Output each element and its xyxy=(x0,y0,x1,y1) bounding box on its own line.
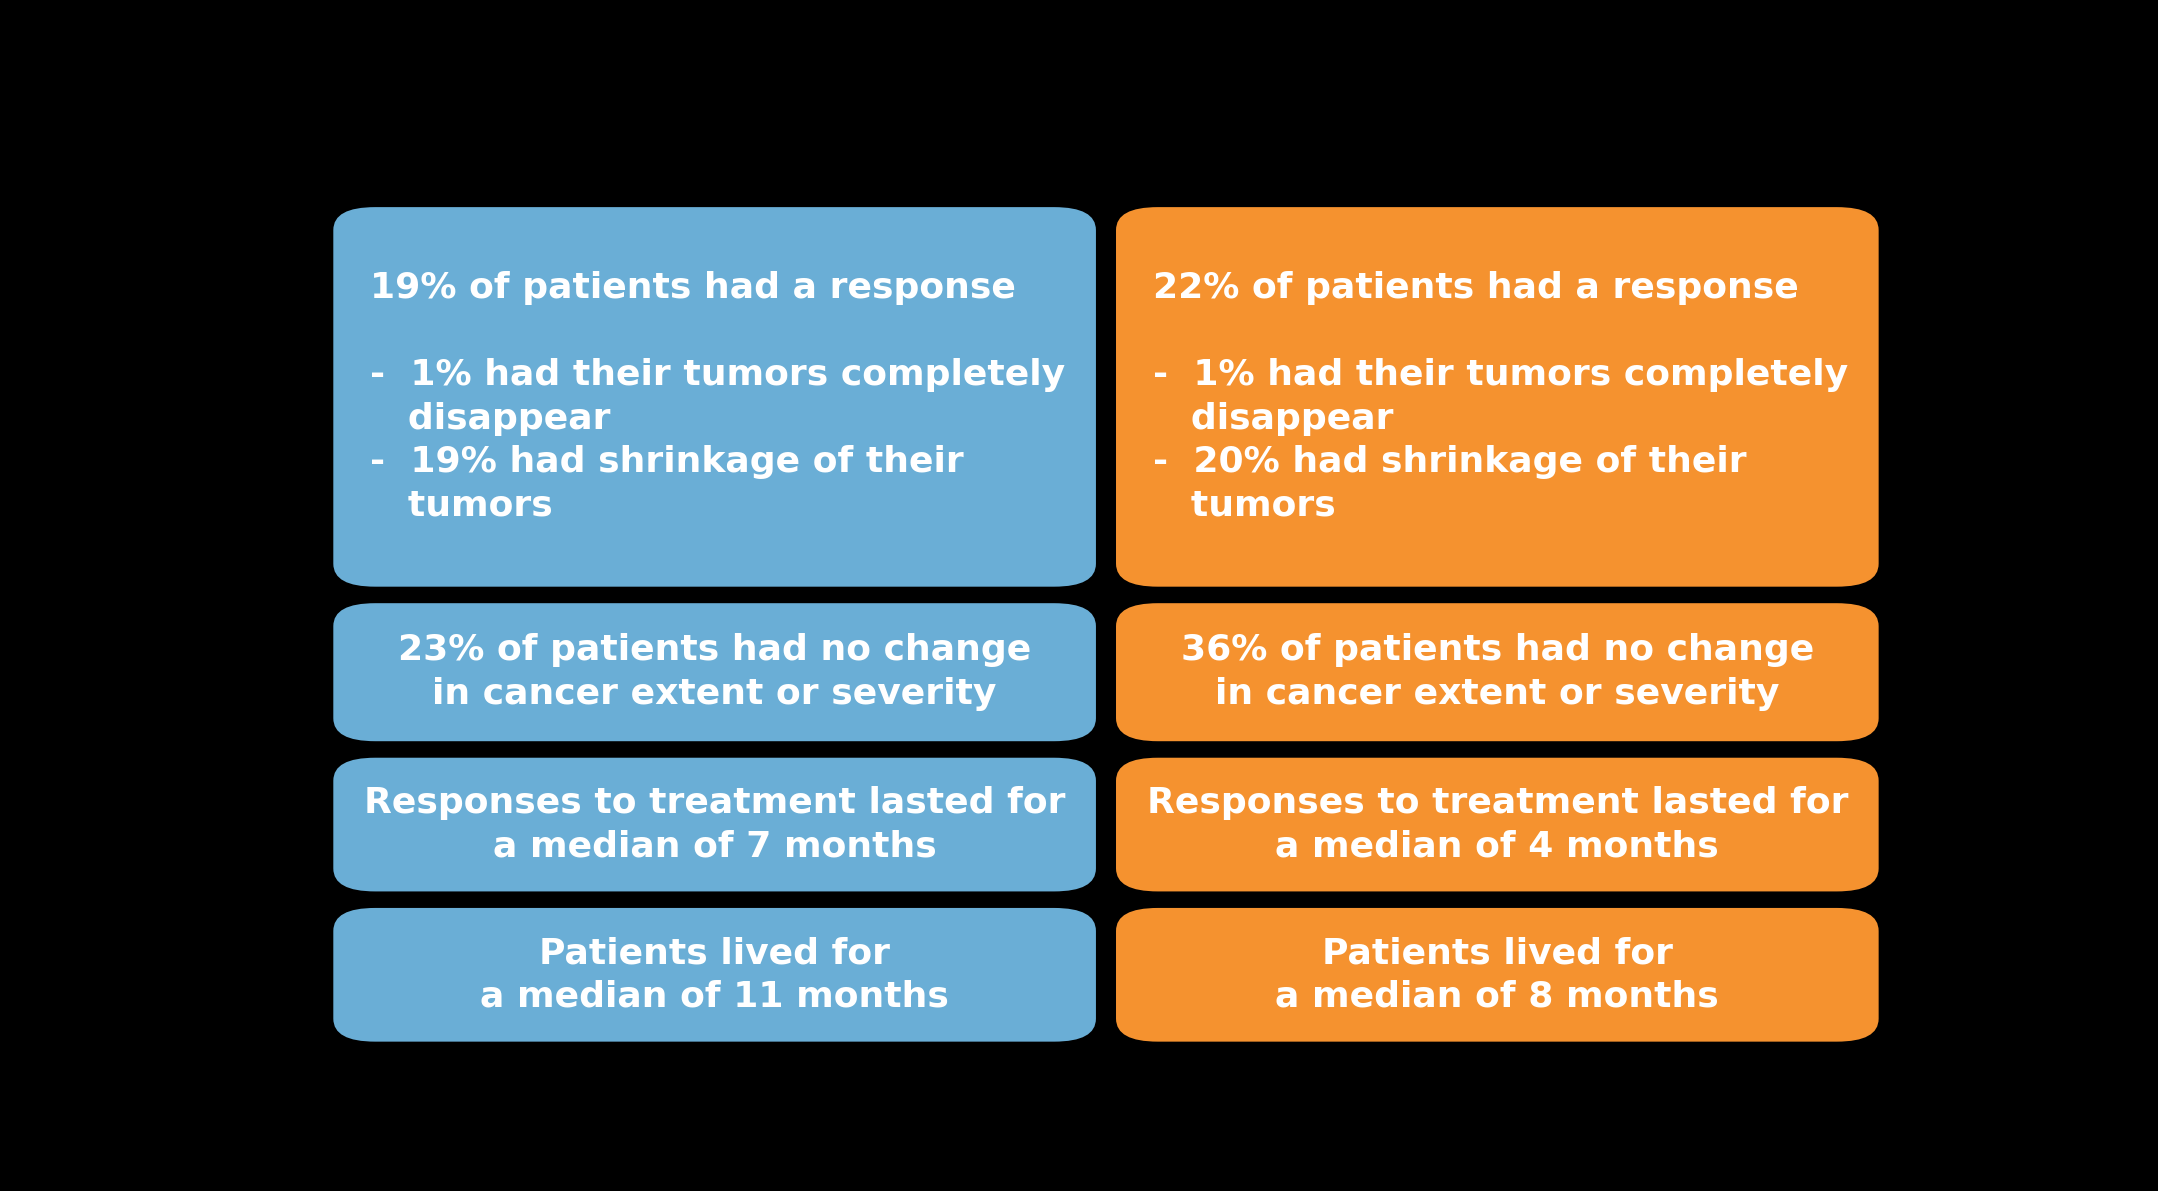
Text: Patients lived for
a median of 11 months: Patients lived for a median of 11 months xyxy=(481,936,950,1014)
Text: 23% of patients had no change
in cancer extent or severity: 23% of patients had no change in cancer … xyxy=(397,634,1032,711)
FancyBboxPatch shape xyxy=(1116,757,1880,891)
Text: Responses to treatment lasted for
a median of 7 months: Responses to treatment lasted for a medi… xyxy=(365,786,1066,863)
FancyBboxPatch shape xyxy=(332,757,1096,891)
Text: 22% of patients had a response

-  1% had their tumors completely
   disappear
-: 22% of patients had a response - 1% had … xyxy=(1152,272,1847,523)
FancyBboxPatch shape xyxy=(1116,603,1880,741)
Text: Patients lived for
a median of 8 months: Patients lived for a median of 8 months xyxy=(1275,936,1720,1014)
FancyBboxPatch shape xyxy=(332,207,1096,587)
Text: Responses to treatment lasted for
a median of 4 months: Responses to treatment lasted for a medi… xyxy=(1146,786,1847,863)
FancyBboxPatch shape xyxy=(332,908,1096,1042)
FancyBboxPatch shape xyxy=(1116,908,1880,1042)
FancyBboxPatch shape xyxy=(332,603,1096,741)
Text: 19% of patients had a response

-  1% had their tumors completely
   disappear
-: 19% of patients had a response - 1% had … xyxy=(371,272,1066,523)
FancyBboxPatch shape xyxy=(1116,207,1880,587)
Text: 36% of patients had no change
in cancer extent or severity: 36% of patients had no change in cancer … xyxy=(1180,634,1815,711)
